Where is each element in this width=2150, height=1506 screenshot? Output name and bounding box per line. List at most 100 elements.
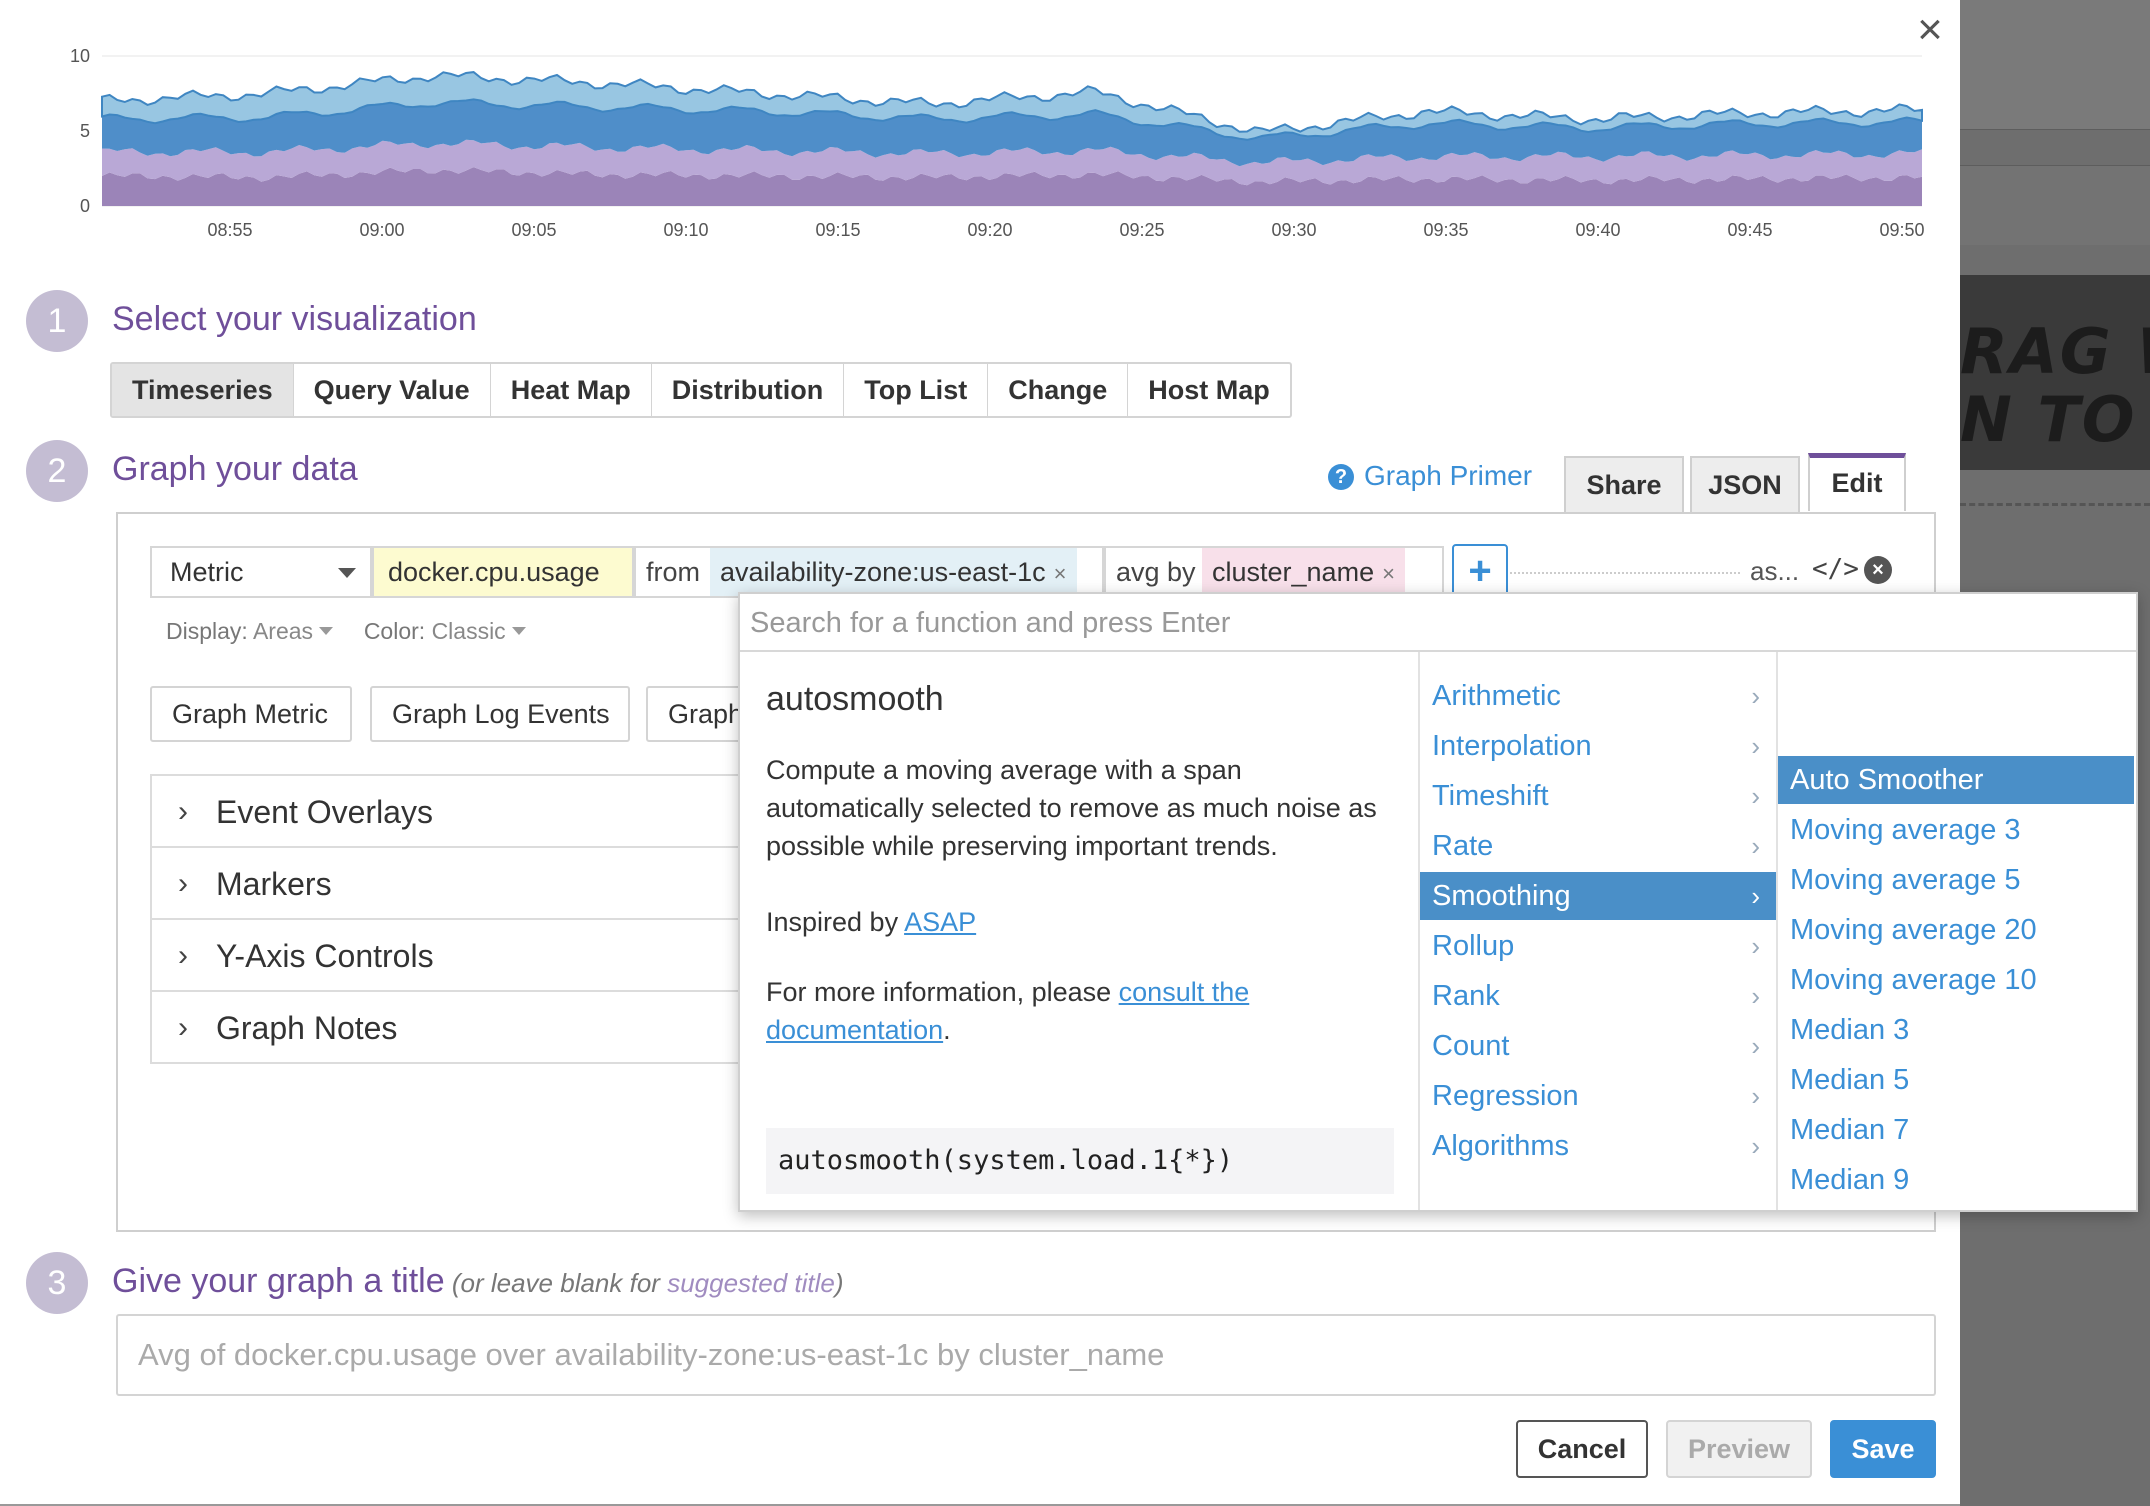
metric-type-select[interactable]: Metric [150,546,372,598]
help-icon: ? [1328,464,1354,490]
viz-tab-heat-map[interactable]: Heat Map [491,364,652,416]
accordion-y-axis-controls[interactable]: › Y-Axis Controls [152,920,752,992]
graph-primer-link[interactable]: ? Graph Primer [1328,460,1532,492]
chevron-right-icon: › [178,1011,188,1044]
viz-tab-change[interactable]: Change [988,364,1129,416]
graph-metric-button[interactable]: Graph Metric [150,686,352,742]
asap-link[interactable]: ASAP [904,907,977,937]
area-series-3 [102,99,1922,167]
step-3-title: Give your graph a title (or leave blank … [112,1262,844,1301]
drag-text-line2: N TO B [1960,383,2150,456]
x-tick-label: 09:00 [359,220,404,240]
visualization-tabs: Timeseries Query Value Heat Map Distribu… [110,362,1292,418]
chevron-right-icon: › [1751,881,1760,911]
viz-tab-top-list[interactable]: Top List [844,364,989,416]
chevron-right-icon: › [1751,731,1760,761]
scope-tag-label: availability-zone:us-east-1c [720,557,1046,587]
preview-button[interactable]: Preview [1666,1420,1812,1478]
subitem-median-5[interactable]: Median 5 [1790,1064,1910,1096]
x-tick-label: 08:55 [207,220,252,240]
background-panel [1960,0,2150,130]
viz-tab-query-value[interactable]: Query Value [294,364,491,416]
accordion-markers[interactable]: › Markers [152,848,752,920]
code-icon[interactable]: </> [1812,554,1859,584]
x-tick-label: 09:50 [1879,220,1924,240]
function-search-input[interactable]: Search for a function and press Enter [740,594,2136,652]
viz-tab-host-map[interactable]: Host Map [1148,375,1270,405]
category-label: Count [1432,1030,1510,1062]
chevron-right-icon: › [178,795,188,828]
subitem-auto-smoother[interactable]: Auto Smoother [1778,756,2134,804]
category-label: Algorithms [1432,1130,1569,1162]
step-3-title-text: Give your graph a title [112,1262,445,1300]
viz-tab-distribution[interactable]: Distribution [652,364,845,416]
function-description: Compute a moving average with a span aut… [766,755,1377,861]
graph-log-events-button[interactable]: Graph Log Events [370,686,630,742]
more-info-end: . [943,1015,951,1045]
accordion-label: Markers [216,866,332,902]
subitem-median-3[interactable]: Median 3 [1790,1014,1910,1046]
step-1-badge: 1 [26,290,88,352]
category-arithmetic[interactable]: Arithmetic › [1420,672,1776,720]
category-label: Arithmetic [1432,680,1561,712]
chevron-right-icon: › [1751,981,1760,1011]
category-rate[interactable]: Rate › [1420,822,1776,870]
close-icon[interactable]: × [1917,5,1943,54]
subitem-moving-average-3[interactable]: Moving average 3 [1790,814,2021,846]
cancel-button[interactable]: Cancel [1516,1420,1648,1478]
step-2-title: Graph your data [112,450,358,488]
category-rollup[interactable]: Rollup › [1420,922,1776,970]
tab-json[interactable]: JSON [1690,456,1800,512]
remove-tag-icon[interactable]: × [1382,561,1395,586]
color-value: Classic [431,618,506,644]
subitem-moving-average-10[interactable]: Moving average 10 [1790,964,2037,996]
alias-link[interactable]: as... [1750,556,1800,586]
subitem-moving-average-5[interactable]: Moving average 5 [1790,864,2021,896]
x-tick-label: 09:20 [967,220,1012,240]
metric-input[interactable]: docker.cpu.usage [372,546,634,598]
y-tick-label: 0 [80,196,90,216]
drag-text-line1: RAG W [1960,315,2150,388]
category-rank[interactable]: Rank › [1420,972,1776,1020]
accordion-event-overlays[interactable]: › Event Overlays [152,776,752,848]
accordion-graph-notes[interactable]: › Graph Notes [152,992,752,1064]
avg-by-field[interactable]: avg by cluster_name × [1104,546,1444,598]
y-tick-label: 5 [80,121,90,141]
accordion-label: Y-Axis Controls [216,938,434,974]
subitem-median-7[interactable]: Median 7 [1790,1114,1910,1146]
category-regression[interactable]: Regression › [1420,1072,1776,1120]
chevron-down-icon [338,568,356,578]
category-interpolation[interactable]: Interpolation › [1420,722,1776,770]
subitem-median-9[interactable]: Median 9 [1790,1164,1910,1196]
category-algorithms[interactable]: Algorithms › [1420,1122,1776,1170]
viz-tab-timeseries[interactable]: Timeseries [112,364,294,416]
save-button[interactable]: Save [1830,1420,1936,1478]
function-categories: Arithmetic › Interpolation › Timeshift › Rate ›… [1418,652,1778,1210]
x-tick-label: 09:25 [1119,220,1164,240]
chevron-right-icon: › [1751,681,1760,711]
display-options: Display: Areas Color: Classic [166,618,526,645]
documentation-link[interactable]: consult the documentation [766,977,1250,1045]
subtitle-hint: suggested title [667,1268,835,1298]
step-2-badge: 2 [26,440,88,502]
remove-query-icon[interactable]: × [1864,556,1892,584]
chevron-right-icon: › [178,939,188,972]
remove-tag-icon[interactable]: × [1053,561,1067,586]
chevron-right-icon: › [1751,931,1760,961]
category-count[interactable]: Count › [1420,1022,1776,1070]
tab-share[interactable]: Share [1564,456,1684,512]
display-label: Display: [166,618,248,644]
tab-edit[interactable]: Edit [1808,453,1906,511]
category-timeshift[interactable]: Timeshift › [1420,772,1776,820]
color-select[interactable]: Classic [432,618,526,644]
metric-type-value: Metric [170,557,244,587]
from-scope-field[interactable]: from availability-zone:us-east-1c × [634,546,1104,598]
step-3-badge: 3 [26,1252,88,1314]
category-label: Timeshift [1432,780,1549,812]
subitem-moving-average-20[interactable]: Moving average 20 [1790,914,2037,946]
x-tick-label: 09:40 [1575,220,1620,240]
category-smoothing[interactable]: Smoothing › [1420,872,1776,920]
display-select[interactable]: Areas [253,618,334,644]
graph-title-input[interactable]: Avg of docker.cpu.usage over availabilit… [116,1314,1936,1396]
group-tag-label: cluster_name [1212,557,1375,587]
